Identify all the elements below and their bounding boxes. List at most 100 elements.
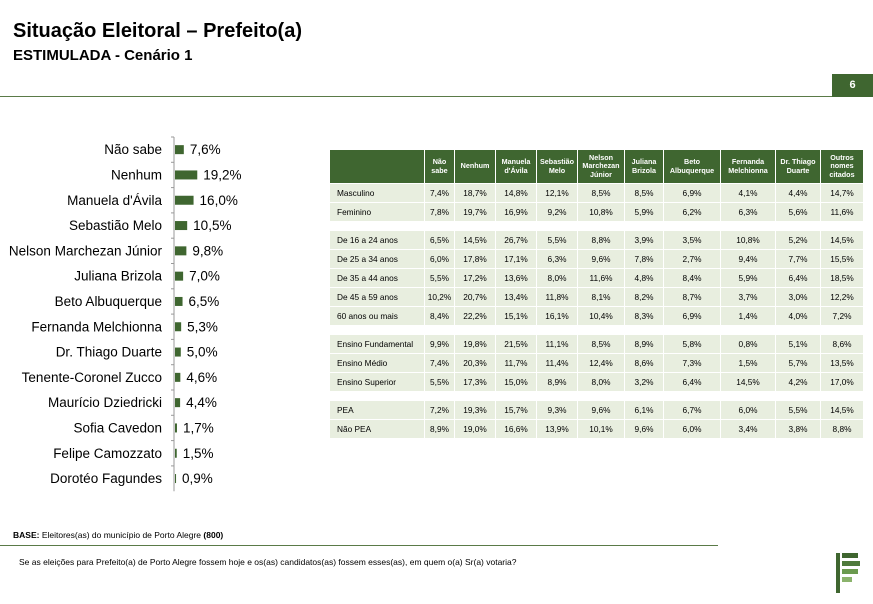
category-label: Manuela d'Ávila: [67, 193, 162, 208]
table-cell: 6,7%: [664, 401, 720, 419]
table-cell: 7,4%: [425, 354, 454, 372]
table-cell: 22,2%: [455, 307, 495, 325]
table-cell: 11,6%: [578, 269, 624, 287]
data-label: 6,5%: [189, 294, 220, 309]
table-cell: 9,6%: [578, 250, 624, 268]
table-cell: 15,5%: [821, 250, 863, 268]
table-cell: 9,3%: [537, 401, 577, 419]
table-cell: 9,2%: [537, 203, 577, 221]
category-label: Sebastião Melo: [69, 218, 162, 233]
data-label: 4,6%: [186, 370, 217, 385]
column-header: Outros nomes citados: [821, 150, 863, 183]
table-cell: 6,3%: [721, 203, 775, 221]
table-cell: 6,0%: [721, 401, 775, 419]
table-cell: 11,1%: [537, 335, 577, 353]
table-cell: 9,9%: [425, 335, 454, 353]
table-header-row: Não sabe Nenhum Manuela d'Ávila Sebastião M…: [330, 150, 863, 183]
table-cell: 5,5%: [425, 269, 454, 287]
column-header: [330, 150, 424, 183]
column-header: Nelson Marchezan Júnior: [578, 150, 624, 183]
bar: [175, 423, 177, 433]
group-spacer: [330, 326, 863, 334]
table-cell: 8,3%: [625, 307, 663, 325]
category-label: Sofia Cavedon: [73, 420, 162, 435]
table-cell: 7,8%: [625, 250, 663, 268]
base-label: BASE:: [13, 530, 40, 540]
table-cell: 12,1%: [537, 184, 577, 202]
table-cell: 1,4%: [721, 307, 775, 325]
table-cell: 5,1%: [776, 335, 820, 353]
base-note: BASE: Eleitores(as) do município de Port…: [13, 530, 223, 540]
table-cell: 4,8%: [625, 269, 663, 287]
table-cell: 19,8%: [455, 335, 495, 353]
column-header: Beto Albuquerque: [664, 150, 720, 183]
table-cell: 10,2%: [425, 288, 454, 306]
table-cell: 10,4%: [578, 307, 624, 325]
table-cell: 17,8%: [455, 250, 495, 268]
data-label: 7,6%: [190, 142, 221, 157]
table-cell: 13,9%: [537, 420, 577, 438]
table-cell: 7,3%: [664, 354, 720, 372]
table-cell: 5,6%: [776, 203, 820, 221]
table-cell: 7,7%: [776, 250, 820, 268]
category-label: Nenhum: [111, 167, 162, 182]
category-label: Beto Albuquerque: [55, 294, 162, 309]
table-cell: 9,6%: [578, 401, 624, 419]
bar: [175, 195, 194, 205]
table-cell: 19,0%: [455, 420, 495, 438]
group-spacer: [330, 392, 863, 400]
table-cell: 14,5%: [821, 401, 863, 419]
column-header: Sebastião Melo: [537, 150, 577, 183]
table-cell: 8,6%: [821, 335, 863, 353]
table-cell: 14,8%: [496, 184, 536, 202]
table-row: Feminino 7,8% 19,7% 16,9% 9,2% 10,8% 5,9% 6,2% 6…: [330, 203, 863, 221]
table-cell: 20,3%: [455, 354, 495, 372]
table-cell: 17,0%: [821, 373, 863, 391]
table-cell: 8,1%: [578, 288, 624, 306]
page-number-badge: 6: [832, 74, 873, 97]
table-cell: 5,2%: [776, 231, 820, 249]
category-label: Felipe Camozzato: [53, 446, 162, 461]
table-cell: 4,1%: [721, 184, 775, 202]
table-cell: 7,8%: [425, 203, 454, 221]
data-label: 1,5%: [183, 446, 214, 461]
row-label: Ensino Superior: [330, 373, 424, 391]
table-cell: 8,7%: [664, 288, 720, 306]
category-label: Maurício Dziedricki: [48, 395, 162, 410]
table-row: Ensino Superior 5,5% 17,3% 15,0% 8,9% 8,0% 3,2…: [330, 373, 863, 391]
bar: [175, 322, 182, 332]
table-cell: 3,0%: [776, 288, 820, 306]
table-row: Masculino 7,4% 18,7% 14,8% 12,1% 8,5% 8,5% 6,9%…: [330, 184, 863, 202]
table-cell: 6,2%: [664, 203, 720, 221]
table-cell: 13,6%: [496, 269, 536, 287]
table-row: Ensino Médio 7,4% 20,3% 11,7% 11,4% 12,4% 8,6%…: [330, 354, 863, 372]
table-cell: 5,9%: [625, 203, 663, 221]
bar: [175, 372, 181, 382]
table-cell: 8,9%: [625, 335, 663, 353]
table-row: De 45 a 59 anos 10,2% 20,7% 13,4% 11,8% 8,1% 8…: [330, 288, 863, 306]
base-count: (800): [203, 530, 224, 540]
data-label: 5,0%: [187, 345, 218, 360]
row-label: Ensino Médio: [330, 354, 424, 372]
table-cell: 11,8%: [537, 288, 577, 306]
table-cell: 5,7%: [776, 354, 820, 372]
column-header: Nenhum: [455, 150, 495, 183]
table-cell: 6,9%: [664, 184, 720, 202]
table-cell: 8,5%: [578, 184, 624, 202]
header-divider: [0, 96, 832, 97]
bar: [175, 246, 187, 256]
table-cell: 6,9%: [664, 307, 720, 325]
data-label: 9,8%: [192, 243, 223, 258]
bar: [175, 474, 177, 484]
page-subtitle: ESTIMULADA - Cenário 1: [13, 47, 193, 64]
table-cell: 7,4%: [425, 184, 454, 202]
table-cell: 21,5%: [496, 335, 536, 353]
table-cell: 2,7%: [664, 250, 720, 268]
table-cell: 3,5%: [664, 231, 720, 249]
bar: [175, 296, 183, 306]
table-cell: 10,8%: [578, 203, 624, 221]
column-header: Juliana Brizola: [625, 150, 663, 183]
table-cell: 11,7%: [496, 354, 536, 372]
category-label: Juliana Brizola: [74, 269, 162, 284]
row-label: Não PEA: [330, 420, 424, 438]
